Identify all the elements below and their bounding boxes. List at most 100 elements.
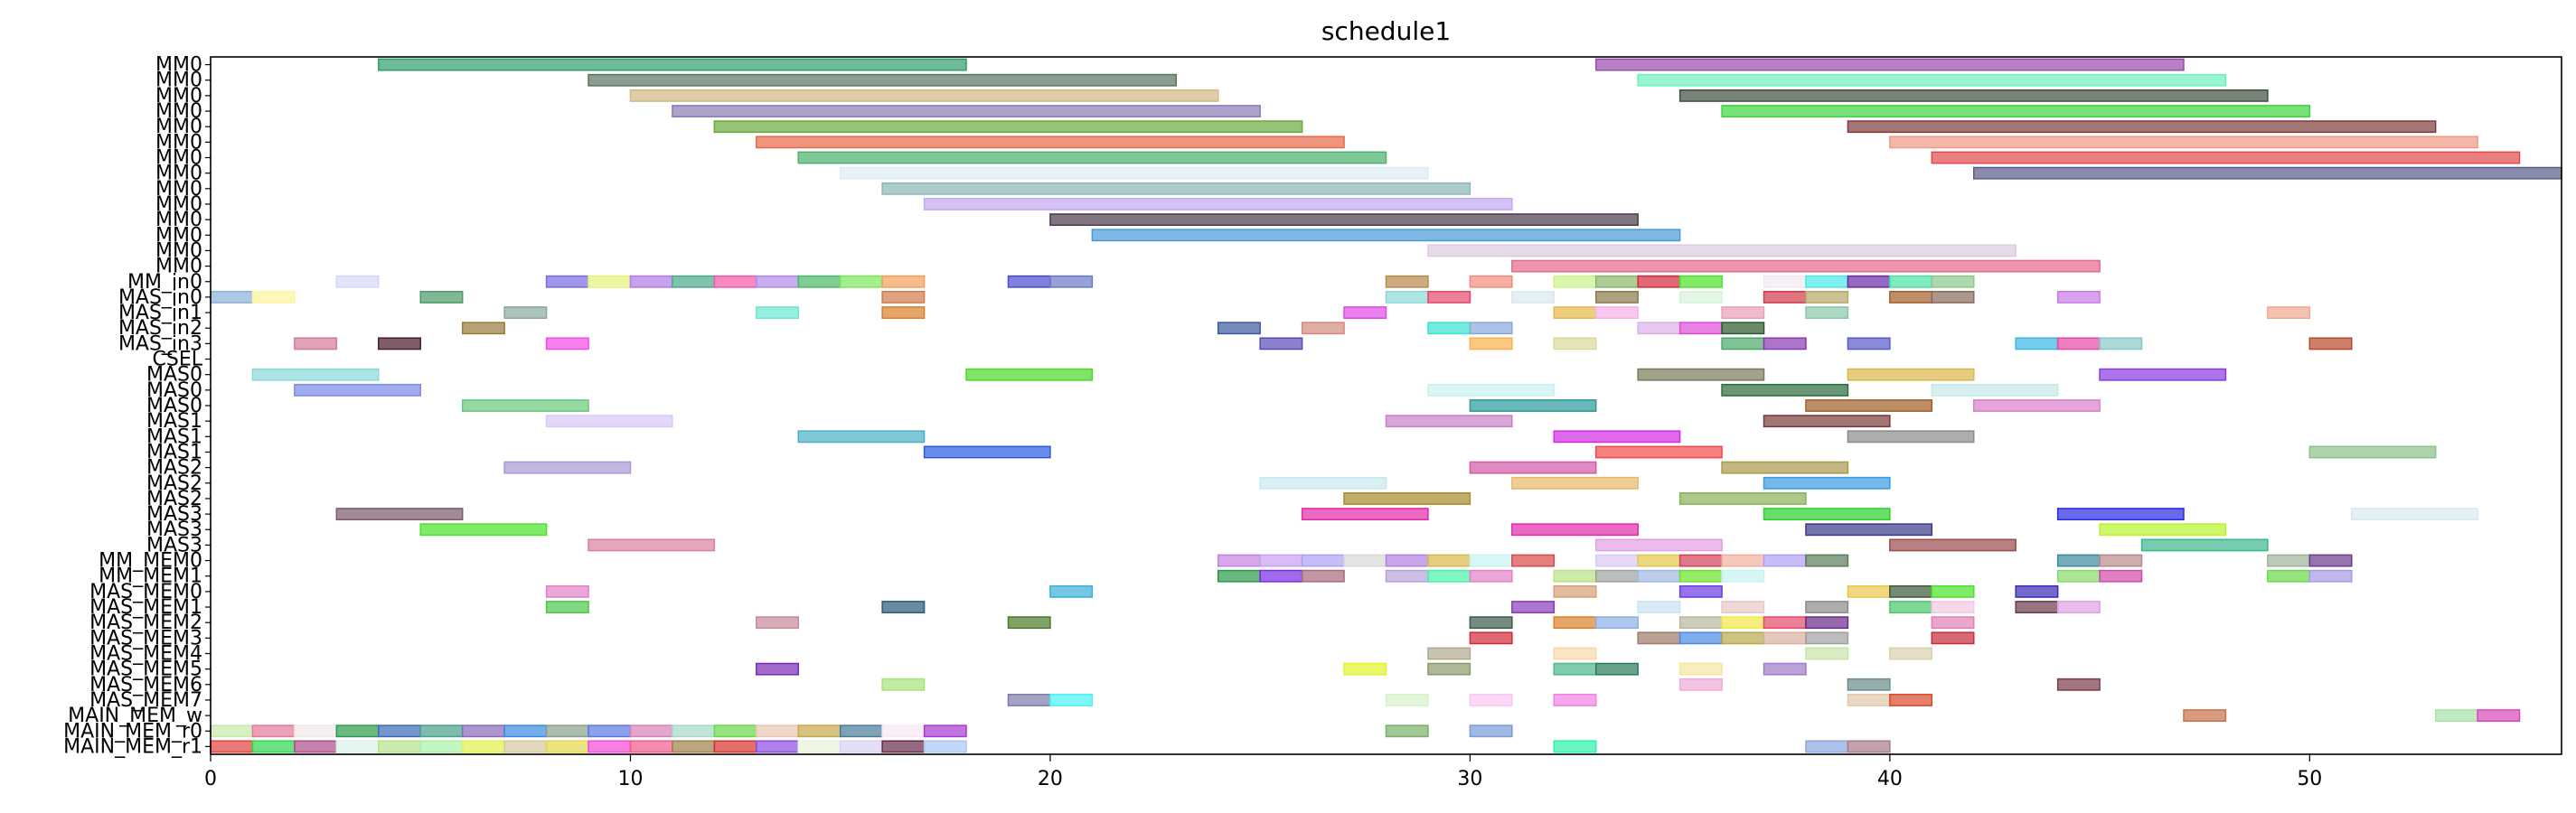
task-bar (2308, 569, 2353, 583)
task-bar (1721, 601, 1765, 613)
task-bar (588, 275, 632, 288)
task-bar (797, 724, 841, 738)
task-bar (881, 724, 926, 738)
task-bar (503, 306, 548, 319)
task-bar (1343, 554, 1387, 567)
y-tick-label: MAS_MEM1 (89, 596, 202, 619)
task-bar (2056, 554, 2101, 567)
task-bar (1763, 337, 1807, 350)
task-bar (1805, 631, 1849, 645)
task-bar (503, 461, 632, 474)
task-bar (503, 724, 548, 738)
task-bar (923, 740, 967, 753)
task-bar (1973, 399, 2101, 412)
task-bar (1511, 259, 2101, 273)
task-bar (1721, 554, 1765, 567)
task-bar (1805, 399, 1933, 412)
y-tick-label: MM0 (155, 85, 202, 107)
task-bar (1594, 445, 1723, 459)
task-bar (2140, 538, 2269, 552)
task-bar (881, 740, 926, 753)
task-bar (1259, 569, 1303, 583)
y-tick-label: MAS_MEM6 (89, 674, 202, 696)
x-tick-label: 10 (617, 768, 643, 790)
task-bar (1637, 631, 1681, 645)
task-bar (503, 740, 548, 753)
task-bar (881, 290, 926, 304)
y-tick-label: MM0 (155, 256, 202, 278)
task-bar (1678, 616, 1723, 630)
x-tick-label: 50 (2297, 768, 2322, 790)
task-bar (1469, 631, 1513, 645)
task-bar (335, 740, 380, 753)
task-bar (1637, 554, 1681, 567)
task-bar (1511, 601, 1556, 613)
y-tick-label: MAS_MEM5 (89, 659, 202, 681)
task-bar (1301, 569, 1345, 583)
task-bar (545, 337, 589, 350)
task-bar (419, 523, 548, 537)
task-bar (335, 275, 380, 288)
task-bar (2267, 554, 2311, 567)
task-bar (1678, 569, 1723, 583)
task-bar (1049, 694, 1094, 706)
task-bar (1385, 554, 1429, 567)
task-bar (1427, 383, 1556, 397)
task-bar (1301, 508, 1429, 521)
task-bar (2351, 508, 2478, 521)
task-bar (1678, 290, 1723, 304)
task-bar (1721, 383, 1849, 397)
task-bar (1678, 631, 1723, 645)
task-bar (588, 538, 716, 552)
task-bar (1931, 601, 1975, 613)
task-bar (1259, 337, 1303, 350)
task-bar (2434, 709, 2478, 723)
task-bar (1594, 306, 1639, 319)
task-bar (210, 724, 254, 738)
task-bar (629, 740, 673, 753)
task-bar (1594, 616, 1639, 630)
y-tick-label: MAS_in1 (118, 302, 202, 324)
y-tick-label: MM0 (155, 178, 202, 201)
task-bar (1343, 492, 1471, 505)
task-bar (1847, 694, 1891, 706)
task-bar (1847, 740, 1891, 753)
task-bar (1763, 631, 1807, 645)
task-bar (1007, 275, 1051, 288)
task-bar (1721, 461, 1849, 474)
task-bar (1385, 275, 1429, 288)
y-tick-label: MAS3 (146, 519, 202, 541)
task-bar (1678, 554, 1723, 567)
task-bar (1469, 275, 1513, 288)
task-bar (1427, 569, 1471, 583)
task-bar (1931, 151, 2521, 164)
x-axis: 0 10 20 30 40 50 (204, 754, 2322, 790)
task-bar (1385, 415, 1513, 428)
y-tick-label: MAS1 (146, 441, 202, 463)
task-bar (839, 166, 1429, 180)
task-bar (1469, 322, 1513, 335)
task-bar (1889, 136, 2478, 149)
task-bar (1931, 631, 1975, 645)
task-bar (1553, 740, 1597, 753)
task-bar (881, 275, 926, 288)
task-bar (881, 306, 926, 319)
task-bar (210, 740, 254, 753)
task-bar (1091, 229, 1681, 242)
task-bar (672, 275, 716, 288)
task-bar (672, 740, 716, 753)
y-axis-labels: MM0MM0MM0MM0MM0MM0MM0MM0MM0MM0MM0MM0MM0M… (63, 54, 211, 758)
task-bar (797, 275, 841, 288)
task-bar (378, 337, 421, 350)
task-bar (839, 275, 883, 288)
y-tick-label: MAIN_MEM_r1 (63, 735, 202, 758)
task-bar (1553, 306, 1597, 319)
y-tick-label: MAS0 (146, 395, 202, 417)
task-bar (713, 724, 757, 738)
task-bar (797, 740, 841, 753)
task-bar (1721, 631, 1765, 645)
task-bar (1217, 554, 1261, 567)
task-bar (1805, 740, 1849, 753)
task-bar (1889, 275, 1933, 288)
